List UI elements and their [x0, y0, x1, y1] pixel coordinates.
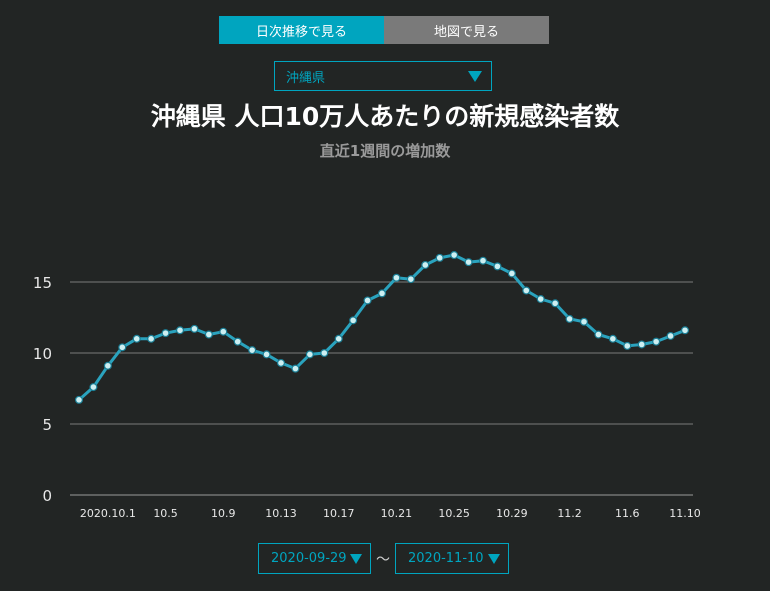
data-point[interactable]	[493, 262, 502, 271]
data-point[interactable]	[363, 296, 372, 305]
data-point[interactable]	[579, 317, 588, 326]
data-point[interactable]	[118, 343, 127, 352]
chart-title: 沖縄県 人口10万人あたりの新規感染者数	[150, 102, 620, 131]
tab-map[interactable]: 地図で見る	[384, 16, 549, 44]
chart-subtitle: 直近1週間の増加数	[319, 142, 451, 160]
x-tick-label: 11.10	[669, 507, 701, 520]
data-point[interactable]	[320, 349, 329, 358]
data-point[interactable]	[406, 275, 415, 284]
data-point[interactable]	[161, 329, 170, 338]
date-range-separator: 〜	[376, 552, 390, 568]
prefecture-select[interactable]: 沖縄県	[274, 61, 492, 91]
y-tick-label: 10	[33, 345, 52, 363]
data-point[interactable]	[680, 326, 689, 335]
data-point[interactable]	[349, 316, 358, 325]
y-tick-label: 0	[42, 487, 52, 505]
data-point[interactable]	[421, 260, 430, 269]
data-point[interactable]	[637, 340, 646, 349]
data-point[interactable]	[89, 383, 98, 392]
data-point[interactable]	[277, 358, 286, 367]
data-point[interactable]	[464, 258, 473, 267]
data-point[interactable]	[608, 334, 617, 343]
data-point[interactable]	[204, 330, 213, 339]
data-point[interactable]	[522, 286, 531, 295]
x-tick-label: 10.29	[496, 507, 528, 520]
data-point[interactable]	[305, 350, 314, 359]
end-date-select[interactable]: 2020-11-10	[395, 543, 509, 574]
data-point[interactable]	[176, 326, 185, 335]
data-point[interactable]	[652, 337, 661, 346]
data-point[interactable]	[392, 273, 401, 282]
x-tick-label: 10.13	[265, 507, 297, 520]
y-tick-label: 5	[42, 416, 52, 434]
data-point[interactable]	[132, 334, 141, 343]
start-date-dropdown-icon	[350, 553, 362, 564]
data-point[interactable]	[479, 256, 488, 265]
data-point[interactable]	[103, 361, 112, 370]
data-point[interactable]	[74, 395, 83, 404]
x-tick-label: 2020.10.1	[80, 507, 136, 520]
end-date-value: 2020-11-10	[408, 551, 484, 566]
start-date-select[interactable]: 2020-09-29	[258, 543, 371, 574]
x-tick-label: 11.6	[615, 507, 640, 520]
data-point[interactable]	[594, 330, 603, 339]
end-date-dropdown-icon	[488, 553, 500, 564]
data-point[interactable]	[623, 341, 632, 350]
data-point[interactable]	[450, 251, 459, 260]
data-point[interactable]	[666, 331, 675, 340]
data-point[interactable]	[536, 295, 545, 304]
data-point[interactable]	[435, 253, 444, 262]
data-point[interactable]	[262, 350, 271, 359]
x-tick-label: 10.17	[323, 507, 355, 520]
x-tick-label: 11.2	[557, 507, 582, 520]
data-point[interactable]	[565, 314, 574, 323]
data-point[interactable]	[507, 269, 516, 278]
data-point[interactable]	[190, 324, 199, 333]
view-tabs: 日次推移で見る 地図で見る	[219, 16, 549, 44]
dropdown-triangle-icon	[468, 70, 482, 82]
data-point[interactable]	[334, 334, 343, 343]
start-date-value: 2020-09-29	[271, 551, 347, 566]
data-point[interactable]	[248, 346, 257, 355]
x-tick-label: 10.9	[211, 507, 236, 520]
x-tick-label: 10.5	[153, 507, 178, 520]
data-point[interactable]	[551, 299, 560, 308]
x-tick-label: 10.21	[381, 507, 413, 520]
data-point[interactable]	[233, 337, 242, 346]
data-point[interactable]	[147, 334, 156, 343]
prefecture-select-value: 沖縄県	[286, 70, 326, 86]
tab-daily-trend[interactable]: 日次推移で見る	[219, 16, 384, 44]
data-point[interactable]	[219, 327, 228, 336]
data-point[interactable]	[291, 364, 300, 373]
y-tick-label: 15	[33, 274, 52, 292]
data-point[interactable]	[378, 289, 387, 298]
series-line	[78, 253, 686, 402]
x-tick-label: 10.25	[438, 507, 470, 520]
